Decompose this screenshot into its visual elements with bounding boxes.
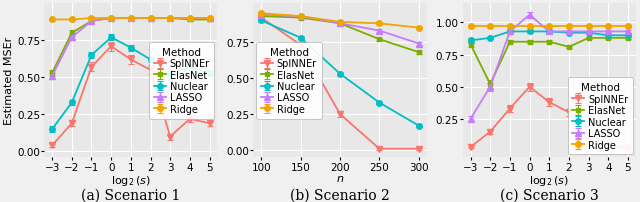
Text: (c) Scenario 3: (c) Scenario 3 xyxy=(500,188,598,202)
Legend: SpINNEr, ElasNet, Nuclear, LASSO, Ridge: SpINNEr, ElasNet, Nuclear, LASSO, Ridge xyxy=(257,43,322,119)
Legend: SpINNEr, ElasNet, Nuclear, LASSO, Ridge: SpINNEr, ElasNet, Nuclear, LASSO, Ridge xyxy=(568,78,633,155)
X-axis label: $\log_2(s)$: $\log_2(s)$ xyxy=(111,173,150,187)
Text: (a) Scenario 1: (a) Scenario 1 xyxy=(81,188,180,202)
Y-axis label: Estimated MSEr: Estimated MSEr xyxy=(4,37,14,125)
Legend: SpINNEr, ElasNet, Nuclear, LASSO, Ridge: SpINNEr, ElasNet, Nuclear, LASSO, Ridge xyxy=(149,43,214,119)
Text: (b) Scenario 2: (b) Scenario 2 xyxy=(290,188,390,202)
X-axis label: $n$: $n$ xyxy=(336,173,344,183)
X-axis label: $\log_2(s)$: $\log_2(s)$ xyxy=(529,173,569,187)
